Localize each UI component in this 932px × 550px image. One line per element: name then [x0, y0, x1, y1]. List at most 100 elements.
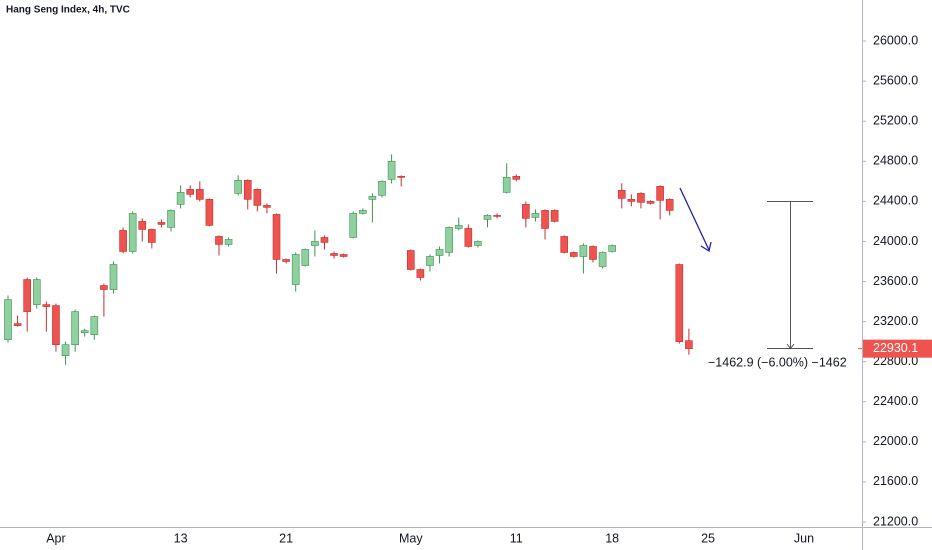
y-tick-label: 21600.0 [873, 474, 918, 488]
candle-body [685, 340, 693, 349]
candle-body [637, 193, 645, 203]
candle-body [550, 210, 559, 222]
last-price-label: 22930.1 [873, 341, 918, 355]
candle-body [71, 311, 79, 345]
candle-body [426, 256, 434, 266]
candle-body [301, 249, 310, 266]
candle-body [502, 177, 511, 193]
candle-body [359, 210, 367, 214]
x-tick-label: Apr [46, 531, 65, 545]
candle-body [282, 259, 290, 262]
candle-body [90, 316, 99, 335]
candle-body [522, 204, 530, 219]
candle-body [13, 323, 22, 326]
candle-body [128, 213, 137, 252]
candle-body [52, 305, 60, 345]
candle-body [541, 210, 549, 229]
candle-body [493, 215, 501, 217]
y-tick-label: 24800.0 [873, 154, 918, 168]
candle-body [205, 199, 214, 226]
last-price-box [863, 339, 932, 358]
candle-body [627, 199, 636, 202]
candle-body [464, 228, 473, 247]
candle-body [80, 330, 89, 333]
candle-body [531, 213, 540, 218]
candle-body [608, 245, 616, 252]
candle-body [272, 214, 281, 260]
x-tick-label: May [399, 531, 423, 545]
candle-body [512, 176, 521, 180]
candle-body [579, 245, 588, 257]
candle-body [560, 236, 569, 253]
candle-body [253, 189, 262, 206]
candle-body [570, 252, 578, 257]
candle-body [397, 176, 405, 178]
candle-body [32, 279, 41, 305]
candle-body [23, 279, 31, 312]
arrow-head [700, 241, 712, 253]
candle-body [320, 237, 329, 243]
y-tick-label: 24400.0 [873, 194, 918, 208]
candle-body [675, 264, 684, 342]
candle-body [445, 227, 453, 253]
candle-body [263, 205, 271, 208]
candle-body [416, 269, 425, 278]
candle-body [100, 285, 108, 290]
candle-body [291, 254, 300, 285]
candle-body [598, 252, 607, 267]
y-tick-label: 25600.0 [873, 73, 918, 87]
y-tick-label: 23200.0 [873, 314, 918, 328]
candle-body [589, 246, 597, 260]
y-tick-label: 25200.0 [873, 114, 918, 128]
candle-body [176, 192, 185, 205]
x-tick-label: 21 [279, 531, 293, 545]
candle-body [42, 304, 51, 307]
candle-body [483, 215, 492, 220]
candle-body [368, 196, 377, 200]
candle-body [311, 241, 319, 246]
y-tick-label: 22400.0 [873, 394, 918, 408]
candle-body [61, 344, 70, 356]
x-tick-label: 25 [701, 531, 715, 545]
candle-body [454, 225, 463, 229]
candle-body [665, 199, 674, 211]
candle-body [387, 161, 396, 180]
y-tick-label: 24000.0 [873, 234, 918, 248]
candle-body [330, 253, 338, 256]
candle-body [109, 264, 118, 290]
arrow-shaft [679, 187, 710, 251]
candle-body [167, 210, 175, 228]
x-tick-label: 18 [605, 531, 619, 545]
candle-body [646, 201, 655, 204]
y-tick-label: 26000.0 [873, 33, 918, 47]
x-tick-label: 13 [174, 531, 188, 545]
candle-body [4, 299, 12, 340]
candle-body [196, 189, 204, 200]
y-tick-label: 23600.0 [873, 274, 918, 288]
candle-body [119, 230, 127, 252]
candle-body [378, 181, 386, 196]
candle-body [339, 254, 348, 257]
candle-body [435, 249, 444, 256]
candle-body [617, 190, 626, 199]
candle-body [474, 241, 482, 246]
x-tick-label: Jun [794, 531, 814, 545]
y-tick-label: 21200.0 [873, 514, 918, 528]
x-tick-label: 11 [510, 531, 523, 545]
candle-body [148, 229, 156, 243]
y-tick-label: 22000.0 [873, 434, 918, 448]
candle-body [215, 236, 223, 245]
chart-title: Hang Seng Index, 4h, TVC [6, 5, 130, 16]
measure-tool [767, 201, 813, 350]
candle-body [243, 180, 252, 200]
candle-body [157, 222, 166, 225]
measure-arrow [786, 343, 795, 350]
candle-body [349, 213, 358, 238]
candle-body [138, 221, 147, 230]
candle-body [224, 239, 233, 245]
candle-body [406, 250, 415, 270]
trend-arrow [679, 187, 712, 253]
candle-body [186, 189, 195, 195]
